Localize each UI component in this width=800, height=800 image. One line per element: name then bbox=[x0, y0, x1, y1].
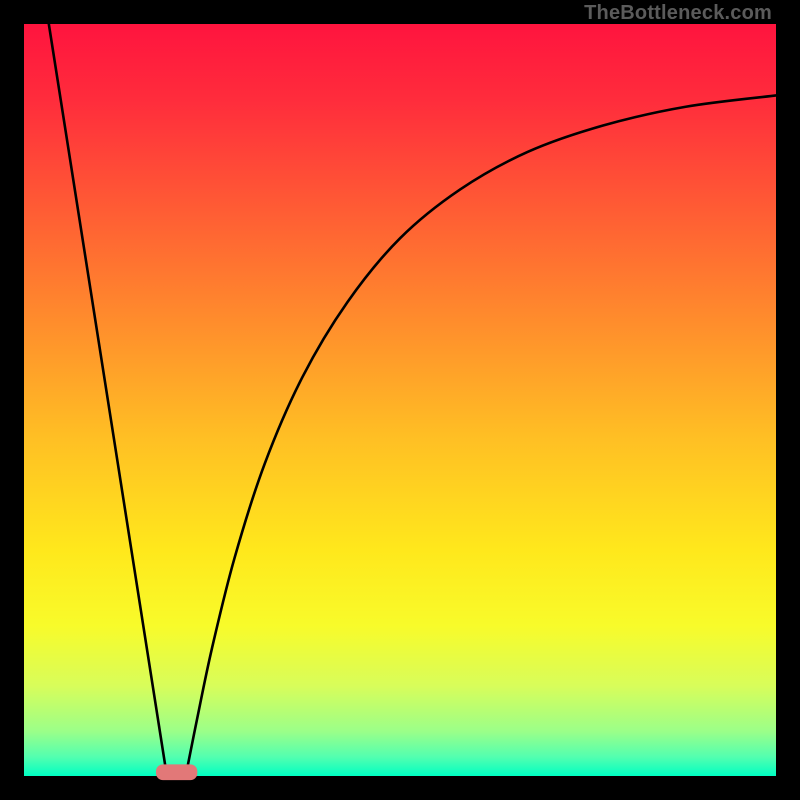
plot-area-gradient bbox=[24, 24, 776, 776]
bottleneck-chart-svg bbox=[0, 0, 800, 800]
watermark-label: TheBottleneck.com bbox=[584, 2, 772, 25]
bottleneck-marker-pill bbox=[156, 764, 197, 780]
chart-stage: TheBottleneck.com bbox=[0, 0, 800, 800]
